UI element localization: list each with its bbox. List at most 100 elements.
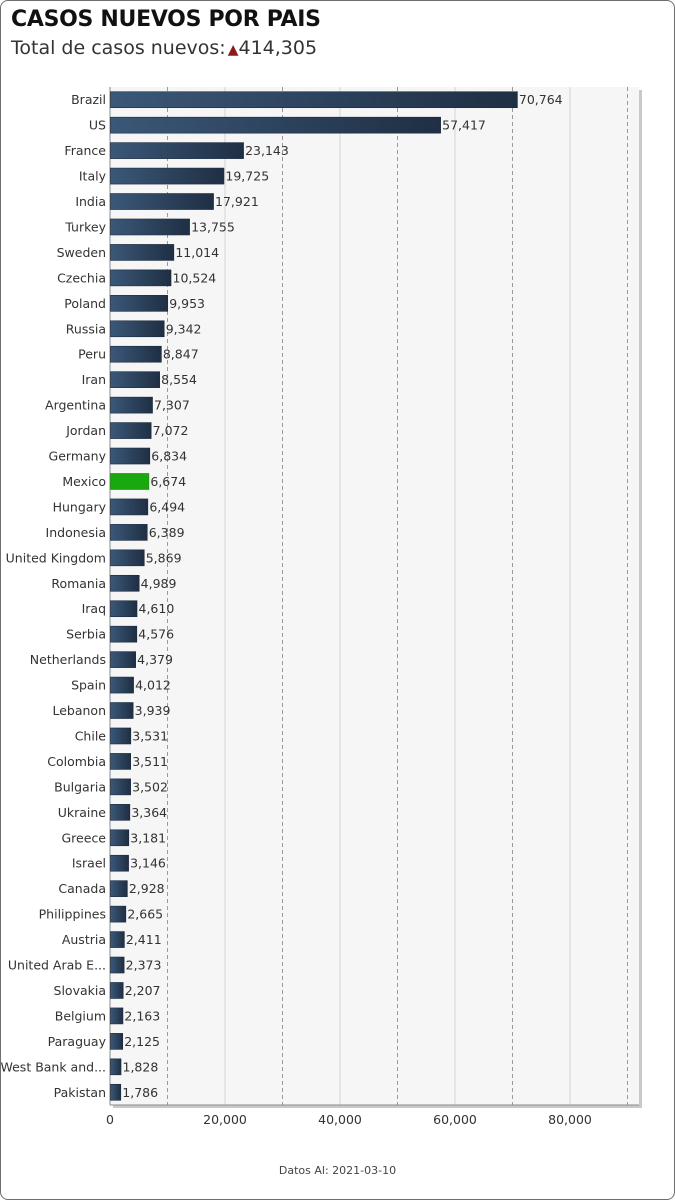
- category-label: West Bank and...: [1, 1059, 106, 1074]
- value-label: 3,502: [132, 779, 168, 794]
- value-label: 6,834: [151, 449, 187, 464]
- category-label: Mexico: [62, 474, 106, 489]
- value-label: 3,146: [130, 856, 166, 871]
- bar-iraq: [110, 600, 138, 618]
- bar-chile: [110, 727, 132, 745]
- category-label: Romania: [51, 576, 106, 591]
- value-label: 6,494: [149, 499, 185, 514]
- bar-philippines: [110, 905, 127, 923]
- value-label: 9,953: [169, 296, 205, 311]
- bar-netherlands: [110, 651, 136, 668]
- value-label: 9,342: [166, 321, 202, 336]
- category-label: Greece: [62, 830, 107, 845]
- category-label: Russia: [66, 321, 106, 336]
- bar-brazil: [110, 91, 518, 109]
- category-label: Poland: [64, 296, 106, 311]
- bar-ukraine: [110, 804, 131, 821]
- bar-czechia: [110, 269, 172, 287]
- bar-germany: [110, 447, 151, 465]
- value-label: 1,786: [122, 1085, 158, 1100]
- value-label: 2,665: [127, 907, 163, 922]
- bar-serbia: [110, 625, 138, 643]
- bar-west-bank-and: [110, 1058, 122, 1076]
- subtitle-label: Total de casos nuevos:: [11, 37, 226, 59]
- value-label: 13,755: [191, 219, 235, 234]
- category-label: Serbia: [66, 627, 106, 642]
- category-label: Czechia: [57, 270, 106, 285]
- bar-indonesia: [110, 524, 148, 541]
- chart-title: CASOS NUEVOS POR PAIS: [11, 7, 321, 32]
- bar-slovakia: [110, 982, 124, 999]
- bar-colombia: [110, 753, 131, 770]
- value-label: 2,125: [124, 1034, 160, 1049]
- bar-lebanon: [110, 702, 134, 719]
- category-label: Canada: [58, 881, 106, 896]
- x-tick-label: 0: [106, 1112, 114, 1127]
- category-label: Indonesia: [46, 525, 106, 540]
- value-label: 8,554: [161, 372, 197, 387]
- category-label: Pakistan: [54, 1085, 106, 1100]
- bar-us: [110, 116, 441, 134]
- value-label: 2,373: [126, 958, 162, 973]
- bar-peru: [110, 345, 162, 363]
- value-label: 6,674: [150, 474, 186, 489]
- data-date-footer: Datos Al: 2021-03-10: [278, 1164, 397, 1177]
- value-label: 5,869: [146, 550, 182, 565]
- bar-argentina: [110, 396, 153, 414]
- value-label: 2,928: [129, 881, 165, 896]
- value-label: 1,828: [123, 1059, 159, 1074]
- bar-israel: [110, 854, 129, 872]
- plot-area: [110, 87, 639, 1105]
- bar-russia: [110, 320, 165, 338]
- value-label: 3,531: [132, 728, 168, 743]
- bar-sweden: [110, 244, 175, 261]
- value-label: 3,181: [130, 830, 166, 845]
- value-label: 10,524: [173, 270, 217, 285]
- category-label: Iraq: [82, 601, 106, 616]
- bar-mexico: [110, 473, 150, 490]
- category-label: Germany: [49, 449, 107, 464]
- bar-united-arab-e: [110, 956, 125, 974]
- category-label: Austria: [62, 932, 106, 947]
- value-label: 57,417: [442, 118, 486, 133]
- value-label: 3,939: [135, 703, 171, 718]
- category-label: Chile: [75, 728, 107, 743]
- category-label: United Kingdom: [6, 550, 106, 565]
- bar-paraguay: [110, 1033, 124, 1050]
- value-label: 8,847: [163, 347, 199, 362]
- x-tick-label: 20,000: [203, 1112, 247, 1127]
- bar-iran: [110, 371, 160, 388]
- bar-bulgaria: [110, 778, 131, 796]
- category-label: Iran: [82, 372, 106, 387]
- category-label: India: [75, 194, 106, 209]
- bar-turkey: [110, 218, 190, 236]
- value-label: 2,207: [125, 983, 161, 998]
- x-tick-label: 80,000: [548, 1112, 592, 1127]
- category-label: United Arab E...: [8, 958, 106, 973]
- category-label: Colombia: [47, 754, 106, 769]
- bar-spain: [110, 676, 134, 694]
- category-label: Hungary: [53, 499, 107, 514]
- bar-pakistan: [110, 1083, 122, 1101]
- bar-austria: [110, 931, 125, 948]
- category-label: Italy: [79, 169, 107, 184]
- value-label: 19,725: [225, 169, 269, 184]
- category-label: Sweden: [57, 245, 106, 260]
- triangle-up-icon: ▲: [227, 42, 239, 58]
- value-label: 11,014: [175, 245, 219, 260]
- x-tick-label: 60,000: [433, 1112, 477, 1127]
- bar-hungary: [110, 498, 149, 516]
- category-label: Paraguay: [48, 1034, 107, 1049]
- category-label: Turkey: [64, 219, 106, 234]
- category-label: Belgium: [55, 1008, 106, 1023]
- category-label: Philippines: [39, 907, 106, 922]
- value-label: 4,989: [141, 576, 177, 591]
- value-label: 7,072: [153, 423, 189, 438]
- category-label: Netherlands: [30, 652, 106, 667]
- value-label: 3,511: [132, 754, 168, 769]
- bar-romania: [110, 574, 140, 592]
- bar-greece: [110, 829, 130, 847]
- value-label: 4,576: [138, 627, 174, 642]
- bar-belgium: [110, 1007, 124, 1025]
